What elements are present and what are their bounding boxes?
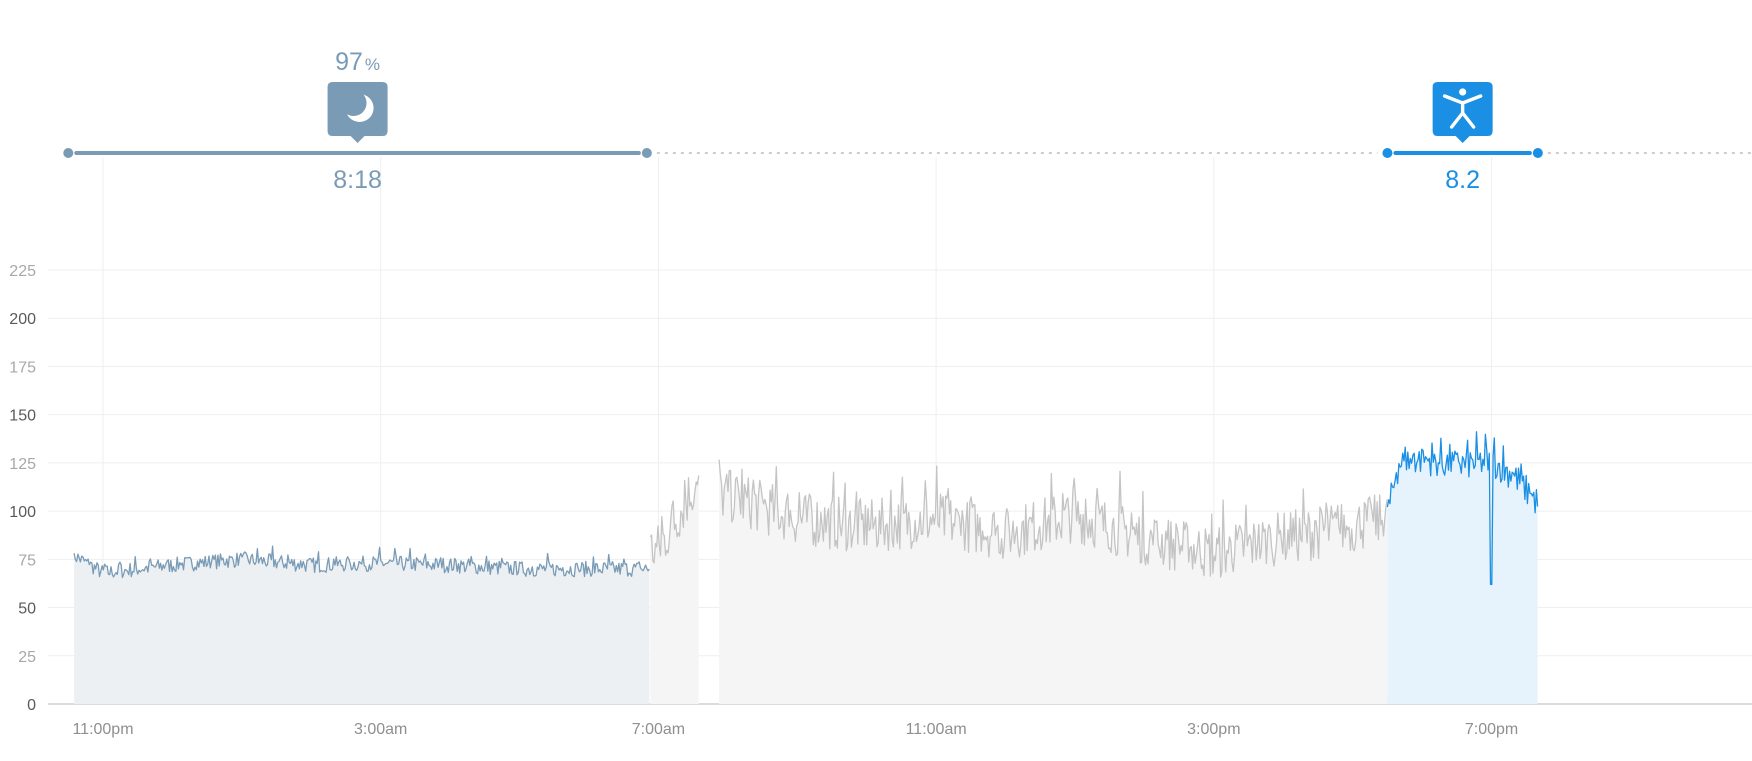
y-tick-label: 225 <box>9 263 36 280</box>
sleep-badge[interactable] <box>327 82 388 143</box>
x-tick-label: 3:00pm <box>1187 721 1240 738</box>
exercise-start-dot <box>1382 148 1393 158</box>
hr-lines <box>73 431 1539 586</box>
y-tick-label: 200 <box>9 311 36 328</box>
hr-line-day <box>718 459 1388 578</box>
exercise-end-dot <box>1532 148 1543 158</box>
sleep-duration-text: 8:18 <box>333 166 382 194</box>
moon-icon <box>340 90 374 122</box>
sleep-score-text: 97% <box>335 48 380 76</box>
hr-area-day <box>719 459 1388 704</box>
y-tick-label: 25 <box>18 649 36 666</box>
exercise-event[interactable]: 8.2 <box>1382 82 1543 194</box>
exercise-badge[interactable] <box>1432 82 1493 143</box>
x-tick-label: 3:00am <box>354 721 407 738</box>
exercise-icon <box>1442 88 1483 129</box>
hr-line-sleep <box>73 545 650 579</box>
y-tick-label: 50 <box>18 601 36 618</box>
y-tick-label: 125 <box>9 456 36 473</box>
y-tick-label: 175 <box>9 359 36 376</box>
hr-area-exercise <box>1387 431 1538 704</box>
sleep-end-dot <box>641 148 652 158</box>
sleep-start-dot <box>63 148 74 158</box>
y-tick-label: 0 <box>27 697 36 714</box>
x-tick-label: 7:00pm <box>1465 721 1518 738</box>
y-axis: 0 25 50 75 100 125 150 175 200 225 <box>9 263 36 714</box>
hr-line-exercise <box>1386 431 1539 586</box>
x-axis: 11:00pm 3:00am 7:00am 11:00am 3:00pm 7:00pm <box>72 721 1518 738</box>
hr-areas <box>74 431 1538 704</box>
hr-area-day <box>650 475 699 704</box>
x-tick-label: 7:00am <box>632 721 685 738</box>
y-tick-label: 150 <box>9 408 36 425</box>
exercise-value-text: 8.2 <box>1445 166 1480 194</box>
y-tick-label: 75 <box>18 552 36 569</box>
x-tick-label: 11:00pm <box>72 721 133 738</box>
y-tick-label: 100 <box>9 504 36 521</box>
hr-line-day <box>649 475 700 564</box>
sleep-score-value: 97 <box>335 48 363 76</box>
sleep-score-unit: % <box>365 55 380 74</box>
x-tick-label: 11:00am <box>906 721 967 738</box>
sleep-event[interactable]: 97% 8:18 <box>63 48 652 194</box>
hr-area-sleep <box>74 546 650 704</box>
